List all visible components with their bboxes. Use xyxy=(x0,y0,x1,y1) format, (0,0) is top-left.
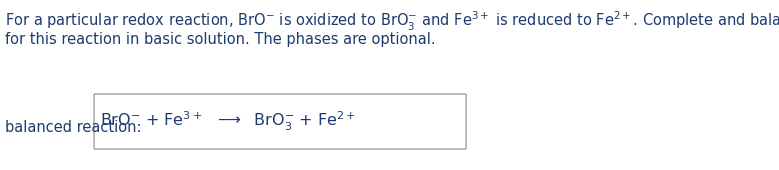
Text: balanced reaction:: balanced reaction: xyxy=(5,121,141,135)
Text: for this reaction in basic solution. The phases are optional.: for this reaction in basic solution. The… xyxy=(5,32,435,47)
Text: For a particular redox reaction, BrO$^{-}$ is oxidized to BrO$_{3}^{-}$ and Fe$^: For a particular redox reaction, BrO$^{-… xyxy=(5,10,779,33)
Text: BrO$^{-}$ + Fe$^{3+}$  $\longrightarrow$  BrO$_{3}^{-}$ + Fe$^{2+}$: BrO$^{-}$ + Fe$^{3+}$ $\longrightarrow$ … xyxy=(100,110,356,133)
FancyBboxPatch shape xyxy=(94,94,466,149)
